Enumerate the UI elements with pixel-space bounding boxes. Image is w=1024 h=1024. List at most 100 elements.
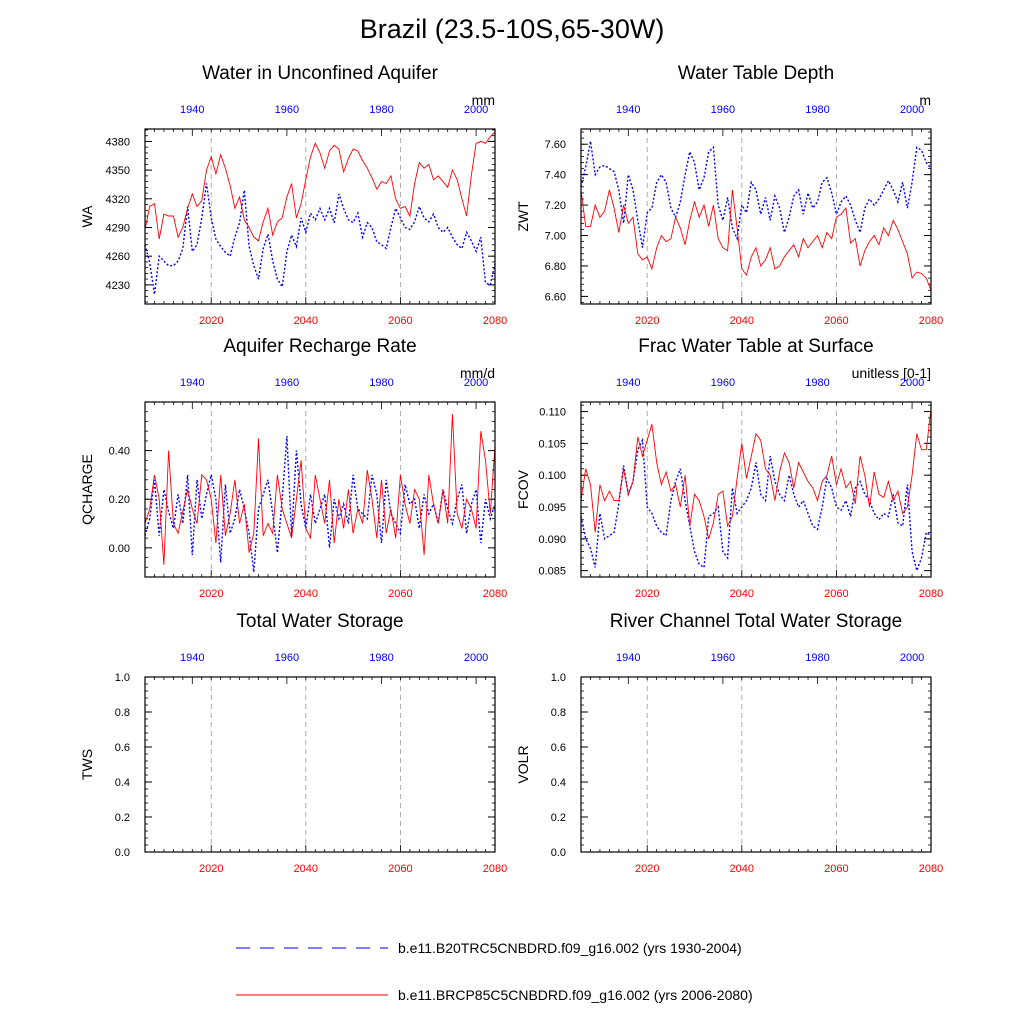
plot-frame xyxy=(144,676,496,853)
units-label: mm xyxy=(472,92,495,108)
y-axis-label: QCHARGE xyxy=(79,454,95,525)
y-tick-label: 7.00 xyxy=(545,231,566,243)
y-tick-label: 0.2 xyxy=(115,812,130,824)
x-tick-label-bottom: 2040 xyxy=(730,315,754,327)
y-tick-label: 1.0 xyxy=(115,672,130,684)
x-tick-label-top: 1980 xyxy=(369,377,393,389)
x-tick-label-top: 1940 xyxy=(616,652,640,664)
x-tick-label-top: 1940 xyxy=(616,104,640,116)
panel-title: Frac Water Table at Surface xyxy=(638,336,874,357)
y-tick-label: 7.40 xyxy=(545,170,566,182)
y-tick-label: 0.8 xyxy=(551,707,566,719)
x-tick-label-top: 1960 xyxy=(275,652,299,664)
y-axis-label: FCOV xyxy=(515,469,531,509)
x-tick-label-bottom: 2040 xyxy=(730,588,754,600)
y-axis-label: ZWT xyxy=(515,201,531,232)
series-line-historical xyxy=(144,183,496,295)
chart-panels: Water in Unconfined Aquifer mm WA 4230 4260 4… xyxy=(79,63,943,875)
x-tick-label-top: 1980 xyxy=(369,104,393,116)
y-tick-label: 4320 xyxy=(106,194,130,206)
panel-title: Aquifer Recharge Rate xyxy=(223,336,416,357)
series-line-historical xyxy=(580,437,932,573)
x-tick-label-bottom: 2040 xyxy=(294,863,318,875)
x-tick-label-top: 2000 xyxy=(900,652,924,664)
x-tick-label-top: 1960 xyxy=(275,104,299,116)
plot-frame xyxy=(144,128,496,305)
x-tick-label-bottom: 2040 xyxy=(294,588,318,600)
panel-title: Water in Unconfined Aquifer xyxy=(202,63,439,84)
y-tick-label: 6.80 xyxy=(545,261,566,273)
y-axis-label: WA xyxy=(79,205,95,228)
units-label: m xyxy=(919,92,931,108)
series-line-historical xyxy=(144,435,496,573)
y-tick-label: 4230 xyxy=(106,280,130,292)
x-tick-label-bottom: 2020 xyxy=(199,863,223,875)
y-tick-label: 0.4 xyxy=(115,777,130,789)
y-tick-label: 4290 xyxy=(106,222,130,234)
units-label: unitless [0-1] xyxy=(852,365,931,381)
x-tick-label-top: 2000 xyxy=(464,104,488,116)
x-tick-label-top: 1940 xyxy=(180,377,204,389)
x-tick-label-top: 1940 xyxy=(180,652,204,664)
panel-title: Water Table Depth xyxy=(678,63,834,84)
x-tick-label-top: 2000 xyxy=(464,377,488,389)
x-tick-label-top: 2000 xyxy=(464,652,488,664)
x-tick-label-bottom: 2060 xyxy=(388,588,412,600)
chart-panel-3: Aquifer Recharge Rate mm/d QCHARGE 0.00 0.20… xyxy=(79,336,507,600)
x-tick-label-bottom: 2040 xyxy=(294,315,318,327)
y-tick-label: 0.00 xyxy=(109,543,130,555)
y-tick-label: 0.8 xyxy=(115,707,130,719)
x-tick-label-bottom: 2080 xyxy=(483,315,507,327)
plot-frame xyxy=(580,128,932,305)
series-line-future xyxy=(580,189,932,291)
y-tick-label: 1.0 xyxy=(551,672,566,684)
x-tick-label-bottom: 2020 xyxy=(635,588,659,600)
y-tick-label: 0.6 xyxy=(115,742,130,754)
x-tick-label-top: 2000 xyxy=(900,377,924,389)
x-tick-label-bottom: 2060 xyxy=(824,588,848,600)
series-line-future xyxy=(144,131,496,242)
x-tick-label-top: 1980 xyxy=(805,652,829,664)
x-tick-label-top: 1960 xyxy=(711,377,735,389)
units-label: mm/d xyxy=(460,365,495,381)
y-tick-label: 4260 xyxy=(106,251,130,263)
x-tick-label-bottom: 2020 xyxy=(635,315,659,327)
x-tick-label-bottom: 2080 xyxy=(483,588,507,600)
x-tick-label-top: 1980 xyxy=(805,377,829,389)
x-tick-label-bottom: 2060 xyxy=(388,863,412,875)
y-tick-label: 0.6 xyxy=(551,742,566,754)
legend-label-historical: b.e11.B20TRC5CNBDRD.f09_g16.002 (yrs 193… xyxy=(398,940,742,956)
y-tick-label: 0.40 xyxy=(109,446,130,458)
y-tick-label: 4380 xyxy=(106,136,130,148)
y-tick-label: 0.105 xyxy=(538,438,566,450)
y-tick-label: 0.2 xyxy=(551,812,566,824)
y-tick-label: 4350 xyxy=(106,165,130,177)
x-tick-label-top: 1980 xyxy=(369,652,393,664)
x-tick-label-top: 1980 xyxy=(805,104,829,116)
y-tick-label: 0.110 xyxy=(539,407,566,419)
x-tick-label-top: 1940 xyxy=(616,377,640,389)
y-tick-label: 7.60 xyxy=(545,139,566,151)
x-tick-label-bottom: 2080 xyxy=(919,588,943,600)
chart-panel-6: River Channel Total Water Storage VOLR 0.0… xyxy=(515,611,943,875)
figure-title: Brazil (23.5-10S,65-30W) xyxy=(359,14,665,44)
y-tick-label: 6.60 xyxy=(545,291,566,303)
x-tick-label-top: 1960 xyxy=(711,652,735,664)
y-tick-label: 0.085 xyxy=(538,566,566,578)
x-tick-label-bottom: 2020 xyxy=(635,863,659,875)
x-tick-label-top: 1960 xyxy=(275,377,299,389)
x-tick-label-bottom: 2060 xyxy=(388,315,412,327)
y-tick-label: 0.095 xyxy=(538,502,566,514)
y-tick-label: 0.4 xyxy=(551,777,566,789)
panel-title: Total Water Storage xyxy=(236,611,403,632)
plot-frame xyxy=(580,676,932,853)
y-tick-label: 0.0 xyxy=(115,847,130,859)
x-tick-label-top: 2000 xyxy=(900,104,924,116)
chart-panel-4: Frac Water Table at Surface unitless [0-1… xyxy=(515,336,943,600)
x-tick-label-bottom: 2060 xyxy=(824,315,848,327)
plot-frame xyxy=(144,401,496,578)
x-tick-label-bottom: 2040 xyxy=(730,863,754,875)
chart-panel-1: Water in Unconfined Aquifer mm WA 4230 4260 4… xyxy=(79,63,507,327)
x-tick-label-top: 1960 xyxy=(711,104,735,116)
series-line-historical xyxy=(580,141,932,248)
